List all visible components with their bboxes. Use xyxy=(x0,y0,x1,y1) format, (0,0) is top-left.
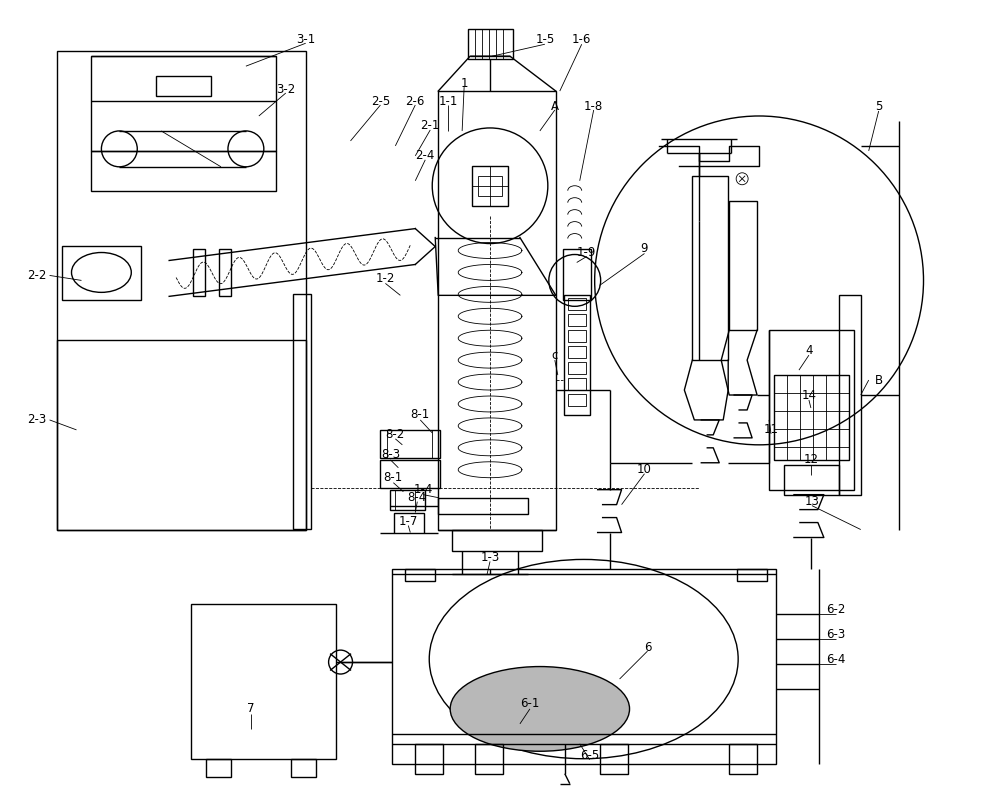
Bar xyxy=(438,498,528,514)
Bar xyxy=(568,314,586,326)
Bar xyxy=(206,759,231,777)
Bar xyxy=(568,362,586,374)
Text: 1-4: 1-4 xyxy=(414,484,433,496)
Text: 1-2: 1-2 xyxy=(376,272,395,285)
Bar xyxy=(692,175,728,360)
Text: 1-8: 1-8 xyxy=(584,99,603,113)
Text: 2-4: 2-4 xyxy=(416,149,435,162)
Bar xyxy=(91,151,276,191)
Bar xyxy=(415,744,443,773)
Bar xyxy=(475,744,503,773)
Text: 2-3: 2-3 xyxy=(27,414,46,426)
Bar xyxy=(568,299,586,310)
Bar xyxy=(380,460,440,488)
Bar xyxy=(568,330,586,342)
Bar xyxy=(472,166,508,206)
Text: 2-6: 2-6 xyxy=(406,94,425,107)
Text: 8-1: 8-1 xyxy=(411,408,430,422)
Bar xyxy=(91,56,276,151)
Text: 6: 6 xyxy=(644,641,651,653)
Text: 14: 14 xyxy=(801,388,816,402)
Text: 6-5: 6-5 xyxy=(580,750,599,762)
Bar xyxy=(568,378,586,390)
Text: 1-6: 1-6 xyxy=(572,33,591,46)
Bar xyxy=(452,530,542,552)
Text: 6-1: 6-1 xyxy=(520,697,540,711)
Bar xyxy=(405,569,435,581)
Bar xyxy=(839,295,861,495)
Text: 5: 5 xyxy=(875,99,882,113)
Bar xyxy=(219,249,231,296)
Ellipse shape xyxy=(450,666,630,751)
Bar xyxy=(774,375,849,460)
Bar xyxy=(191,604,336,759)
Bar xyxy=(769,330,854,490)
Bar xyxy=(156,76,211,96)
Text: 10: 10 xyxy=(637,463,652,476)
Bar xyxy=(390,490,425,510)
Text: 3-1: 3-1 xyxy=(296,33,315,46)
Bar xyxy=(563,249,591,300)
Bar xyxy=(729,744,757,773)
Bar xyxy=(729,201,757,330)
Text: 6-4: 6-4 xyxy=(826,653,846,665)
Text: 8-3: 8-3 xyxy=(381,449,400,461)
Text: 13: 13 xyxy=(804,495,819,508)
Text: 1-3: 1-3 xyxy=(480,551,500,564)
Bar xyxy=(568,394,586,406)
Text: 3-2: 3-2 xyxy=(276,83,295,95)
Bar xyxy=(394,513,424,533)
Bar xyxy=(57,340,306,530)
Text: 6-2: 6-2 xyxy=(826,603,846,616)
Text: 2-1: 2-1 xyxy=(421,119,440,133)
Text: 1-7: 1-7 xyxy=(399,515,418,528)
Text: 7: 7 xyxy=(247,703,255,715)
Text: 2-5: 2-5 xyxy=(371,94,390,107)
Text: 1-9: 1-9 xyxy=(577,246,596,259)
Bar xyxy=(784,464,839,495)
Bar xyxy=(438,91,556,530)
Text: c: c xyxy=(552,349,558,361)
Text: 8-2: 8-2 xyxy=(386,429,405,441)
Bar xyxy=(737,569,767,581)
Text: 8-1: 8-1 xyxy=(384,471,403,484)
Bar xyxy=(293,295,311,529)
Bar xyxy=(291,759,316,777)
Bar xyxy=(468,29,513,60)
Text: 11: 11 xyxy=(764,423,779,437)
Bar xyxy=(57,52,306,530)
Bar xyxy=(478,175,502,195)
Text: A: A xyxy=(551,99,559,113)
Text: 1-1: 1-1 xyxy=(438,94,458,107)
Bar xyxy=(193,249,205,296)
Bar xyxy=(62,245,141,300)
Bar xyxy=(380,430,440,458)
Text: 2-2: 2-2 xyxy=(27,269,46,282)
Text: B: B xyxy=(875,373,883,387)
Bar xyxy=(392,569,776,764)
Text: 1: 1 xyxy=(460,76,468,90)
Text: 12: 12 xyxy=(803,453,818,466)
Text: 8-4: 8-4 xyxy=(408,491,427,504)
Bar xyxy=(564,295,590,415)
Text: 4: 4 xyxy=(805,344,813,357)
Text: 9: 9 xyxy=(641,242,648,255)
Bar xyxy=(600,744,628,773)
Text: 1-5: 1-5 xyxy=(535,33,554,46)
Text: 6-3: 6-3 xyxy=(826,628,845,641)
Bar xyxy=(568,346,586,358)
